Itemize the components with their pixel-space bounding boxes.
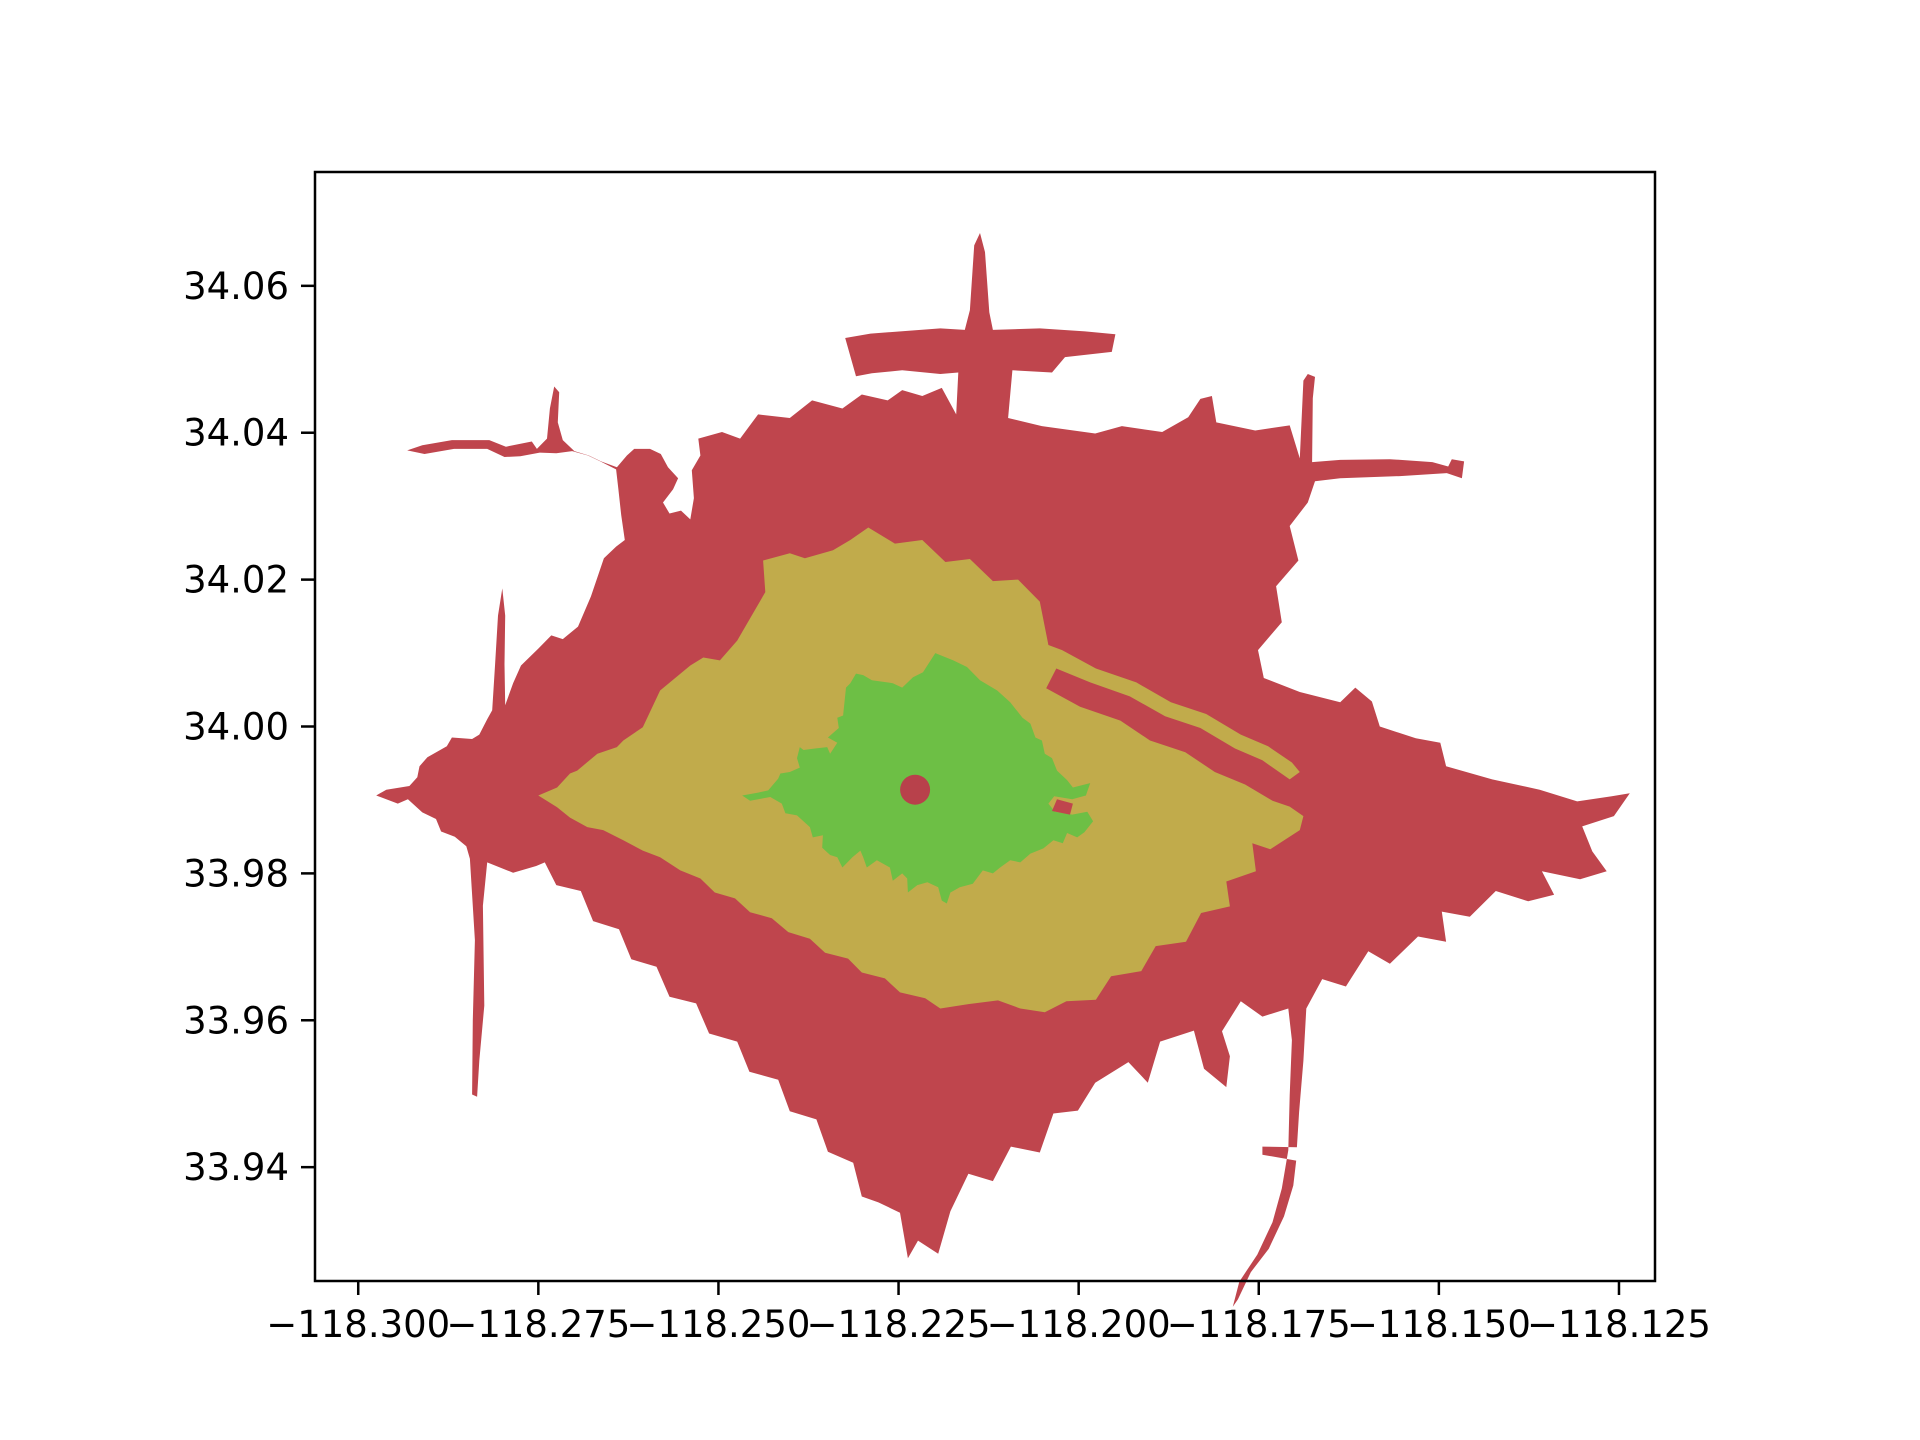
y-tick-label: 34.06 — [183, 265, 289, 308]
y-tick-label: 33.96 — [183, 999, 289, 1042]
y-tick-label: 34.02 — [183, 559, 289, 602]
x-tick-label: −118.125 — [1527, 1303, 1711, 1346]
x-tick-label: −118.150 — [1347, 1303, 1531, 1346]
isochrone-layers — [376, 233, 1630, 1307]
x-tick-label: −118.300 — [266, 1303, 450, 1346]
x-axis: −118.300−118.275−118.250−118.225−118.200… — [266, 1281, 1711, 1346]
center-point-marker — [900, 774, 931, 805]
center-marker-group — [900, 774, 931, 805]
y-tick-label: 34.04 — [183, 412, 289, 455]
x-tick-label: −118.200 — [987, 1303, 1171, 1346]
x-tick-label: −118.225 — [807, 1303, 991, 1346]
outer-isochrone-fragment — [1052, 799, 1073, 815]
y-tick-label: 33.94 — [183, 1146, 289, 1189]
x-tick-label: −118.275 — [446, 1303, 630, 1346]
x-tick-label: −118.250 — [626, 1303, 810, 1346]
y-tick-label: 33.98 — [183, 852, 289, 895]
y-axis: 34.06 34.04 34.02 34.00 33.98 33.96 33.94 — [183, 265, 315, 1189]
x-tick-label: −118.175 — [1167, 1303, 1351, 1346]
y-tick-label: 34.00 — [183, 706, 289, 749]
